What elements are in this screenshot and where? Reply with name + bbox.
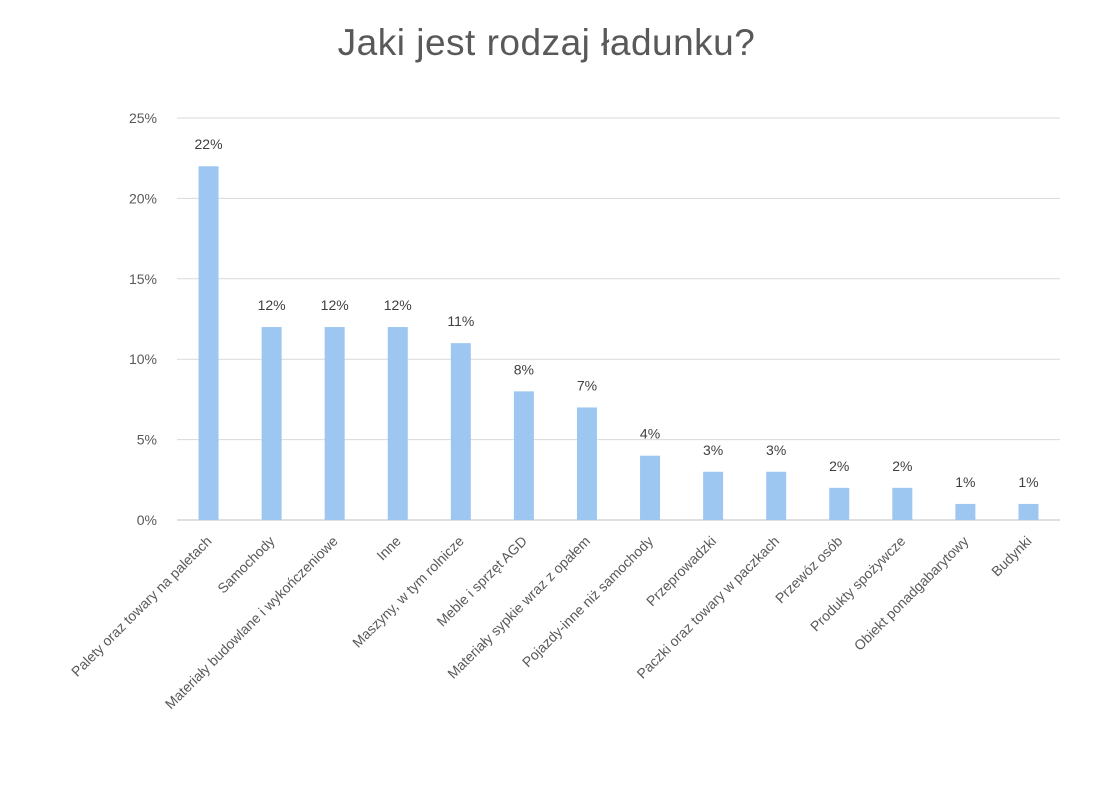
bar [703,471,724,520]
bar [513,391,534,520]
x-tick-label: Pojazdy-inne niż samochody [519,533,656,670]
bar [387,327,408,520]
bar [955,503,976,520]
data-label: 8% [514,361,534,377]
data-label: 22% [195,136,223,152]
bar [640,455,661,520]
chart-title: Jaki jest rodzaj ładunku? [337,22,756,63]
x-tick-label: Maszyny, w tym rolnicze [349,533,467,651]
bar [829,487,850,520]
data-label: 3% [766,442,786,458]
data-labels: 22% 12% 12% 12% 11% 8% 7% 4% 3% 3% 2% 2% 1% 1% [195,136,1039,490]
y-tick-label: 0% [137,512,157,528]
data-label: 1% [1018,474,1038,490]
data-label: 12% [321,297,349,313]
data-label: 7% [577,377,597,393]
bar [324,327,345,520]
bar [892,487,913,520]
x-tick-label: Obiekt ponadgabarytowy [851,533,972,654]
data-label: 2% [829,458,849,474]
bar [766,471,787,520]
y-axis: 0% 5% 10% 15% 20% 25% [129,110,157,528]
y-tick-label: 10% [129,351,157,367]
bar [261,327,282,520]
bar [450,343,471,520]
x-tick-label: Budynki [988,533,1035,580]
data-label: 12% [258,297,286,313]
data-label: 4% [640,426,660,442]
y-tick-label: 5% [137,432,157,448]
x-axis: Palety oraz towary na paletach Samochody M… [68,533,1035,712]
data-label: 11% [447,313,474,329]
y-tick-label: 15% [129,271,157,287]
grid-layer [177,117,1060,521]
y-tick-label: 20% [129,190,157,206]
data-label: 3% [703,442,723,458]
y-tick-label: 25% [129,110,157,126]
x-tick-label: Palety oraz towary na paletach [68,533,215,680]
x-tick-label: Inne [373,533,404,564]
bar [1018,503,1039,520]
bars [198,166,1039,521]
data-label: 1% [955,474,975,490]
data-label: 2% [892,458,912,474]
x-tick-label: Samochody [214,533,278,597]
data-label: 12% [384,297,412,313]
bar [198,166,219,521]
bar [576,407,597,520]
